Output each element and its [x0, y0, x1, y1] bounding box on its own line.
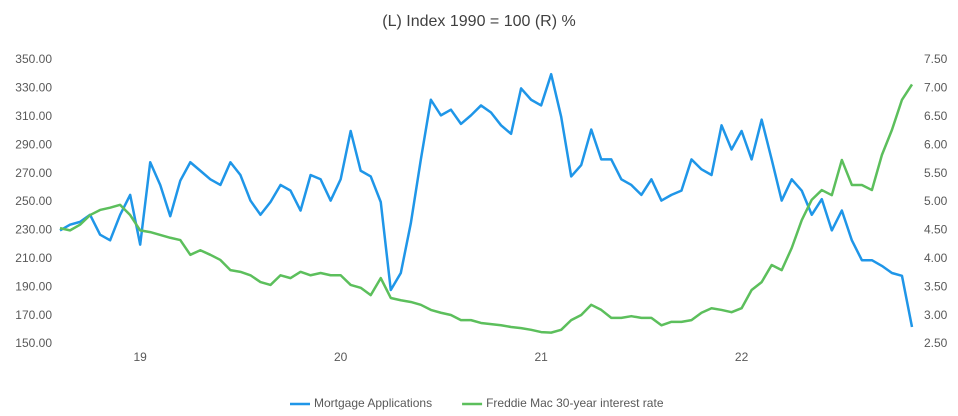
- y2-tick-label: 4.50: [924, 223, 948, 237]
- y2-tick-label: 2.50: [924, 336, 948, 350]
- x-tick-label: 21: [534, 350, 548, 364]
- y-tick-label: 170.00: [15, 308, 52, 322]
- y-tick-label: 230.00: [15, 223, 52, 237]
- y-tick-label: 350.00: [15, 52, 52, 66]
- legend-label: Freddie Mac 30-year interest rate: [486, 396, 664, 410]
- y2-tick-label: 3.00: [924, 308, 948, 322]
- y-tick-label: 330.00: [15, 81, 52, 95]
- y-tick-label: 250.00: [15, 194, 52, 208]
- y-tick-label: 290.00: [15, 137, 52, 151]
- y2-tick-label: 5.50: [924, 166, 948, 180]
- chart-title: (L) Index 1990 = 100 (R) %: [382, 13, 575, 30]
- y2-tick-label: 7.00: [924, 81, 948, 95]
- legend-label: Mortgage Applications: [314, 396, 432, 410]
- x-tick-label: 20: [334, 350, 348, 364]
- data-line: [59, 83, 914, 334]
- y2-tick-label: 5.00: [924, 194, 948, 208]
- y2-tick-label: 6.50: [924, 109, 948, 123]
- x-tick-label: 22: [735, 350, 749, 364]
- y-tick-label: 310.00: [15, 109, 52, 123]
- x-tick-label: 19: [134, 350, 148, 364]
- y2-tick-label: 6.00: [924, 137, 948, 151]
- y-tick-label: 210.00: [15, 251, 52, 265]
- y-tick-label: 270.00: [15, 166, 52, 180]
- y2-tick-label: 4.00: [924, 251, 948, 265]
- y2-tick-label: 3.50: [924, 279, 948, 293]
- data-line: [59, 72, 914, 328]
- y-tick-label: 190.00: [15, 279, 52, 293]
- y-tick-label: 150.00: [15, 336, 52, 350]
- y2-tick-label: 7.50: [924, 52, 948, 66]
